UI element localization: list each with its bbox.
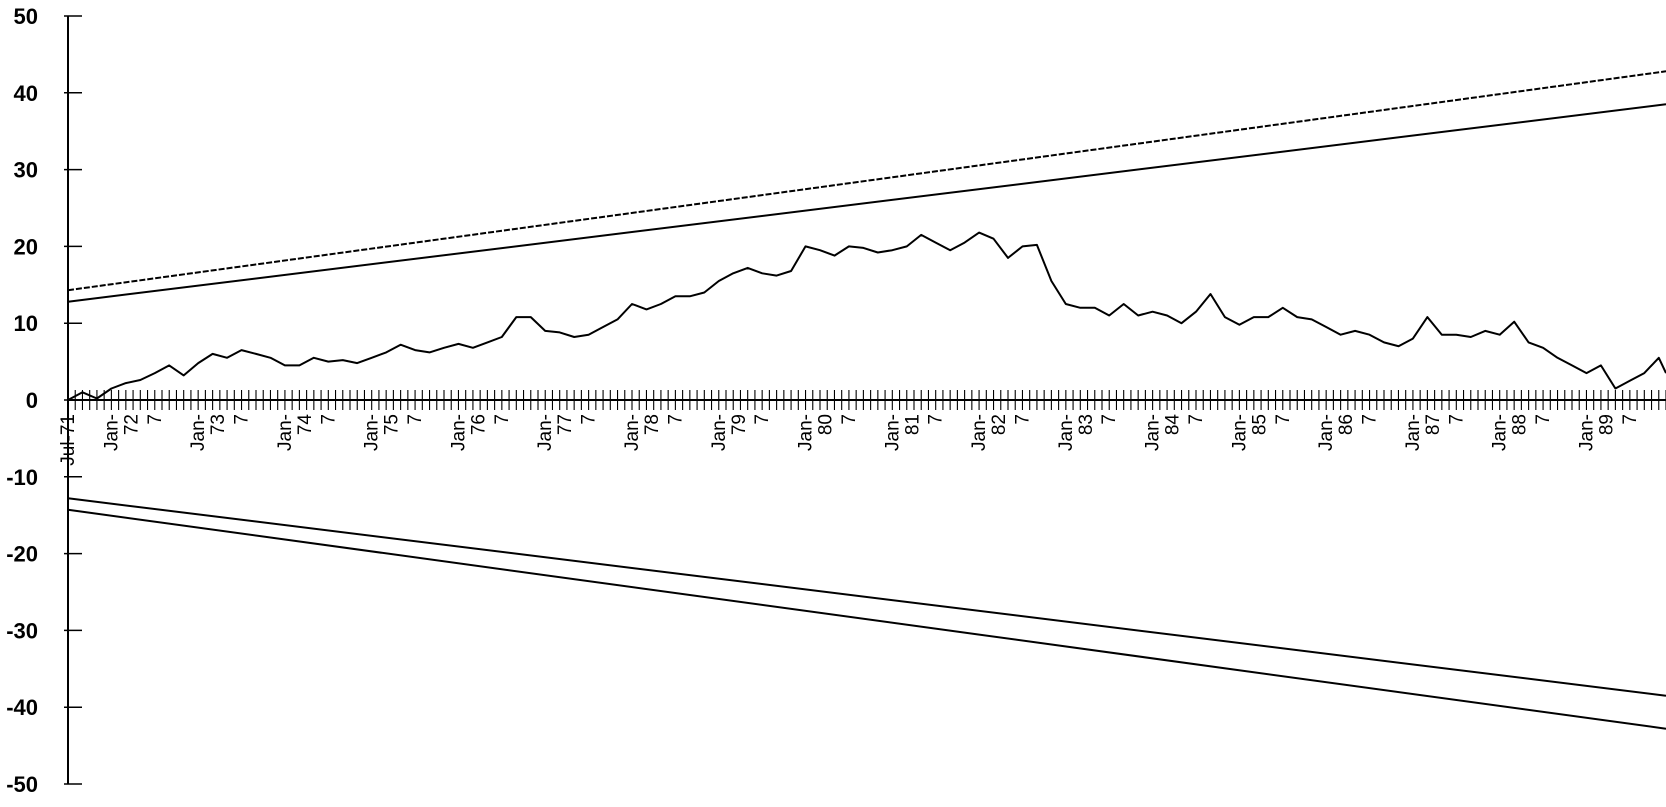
axes-layer (64, 15, 1666, 785)
y-tick-label: 50 (14, 4, 38, 29)
x-tick-label-year: 72 (121, 414, 142, 435)
x-tick-label: 7 (579, 414, 600, 425)
y-tick-label: -50 (6, 772, 38, 797)
x-tick-label: 7 (1273, 414, 1294, 425)
x-tick-label: Jul-71 (58, 414, 79, 466)
x-tick-label: 7 (1446, 414, 1467, 425)
x-tick-label-year: 78 (642, 414, 663, 435)
x-tick-label-year: 82 (989, 414, 1010, 435)
x-tick-label: Jan- (101, 414, 122, 451)
x-tick-label: Jan- (1056, 414, 1077, 451)
x-tick-label-year: 74 (295, 414, 316, 436)
x-tick-label: Jan- (1576, 414, 1597, 451)
x-tick-label: 7 (492, 414, 513, 425)
x-tick-label-year: 83 (1076, 414, 1097, 435)
y-tick-label: -40 (6, 695, 38, 720)
y-tick-label: 40 (14, 81, 38, 106)
x-tick-label: Jan- (535, 414, 556, 451)
x-tick-label: Jan- (275, 414, 296, 451)
x-tick-label-year: 89 (1596, 414, 1617, 435)
x-tick-label: Jan- (882, 414, 903, 451)
x-tick-label-year: 85 (1249, 414, 1270, 435)
x-tick-label: Jan- (969, 414, 990, 451)
x-tick-label-year: 87 (1423, 414, 1444, 435)
x-tick-label: 7 (839, 414, 860, 425)
x-tick-label: 7 (145, 414, 166, 425)
x-tick-label-year: 80 (816, 414, 837, 435)
x-tick-label: 7 (1012, 414, 1033, 425)
series-line-3 (67, 103, 1666, 303)
x-tick-label: Jan- (1490, 414, 1511, 451)
x-tick-label-year: 73 (208, 414, 229, 435)
x-tick-label: 7 (752, 414, 773, 425)
x-tick-label-year: 86 (1336, 414, 1357, 435)
y-tick-labels: 50 40 30 20 10 0 -10 -20 -30 -40 -50 (6, 4, 38, 797)
y-tick-label: 30 (14, 158, 38, 183)
series-line-2 (67, 70, 1666, 292)
x-tick-label: 7 (1099, 414, 1120, 425)
x-tick-label-year: 75 (382, 414, 403, 435)
x-tick-label-year: 84 (1163, 414, 1184, 436)
y-tick-label: 20 (14, 234, 38, 259)
y-tick-label: -20 (6, 542, 38, 567)
x-tick-label-year: 81 (902, 414, 923, 435)
series-layer (67, 70, 1666, 730)
y-tick-label: 0 (26, 388, 38, 413)
x-tick-label-year: 79 (729, 414, 750, 435)
y-tick-label: -10 (6, 465, 38, 490)
x-tick-label: Jan- (1229, 414, 1250, 451)
x-tick-label: 7 (1186, 414, 1207, 425)
x-tick-label: 7 (232, 414, 253, 425)
x-tick-label: 7 (1620, 414, 1641, 425)
x-tick-label: Jan- (1403, 414, 1424, 451)
x-tick-label: Jan- (448, 414, 469, 451)
series-line-5 (67, 508, 1666, 730)
x-tick-label: 7 (1533, 414, 1554, 425)
x-tick-labels: Jul-71 Jan- 72 7 Jan- 73 7 Jan- 74 7 Jan- 75 7 Jan- 76… (58, 414, 1641, 466)
x-tick-label: Jan- (1143, 414, 1164, 451)
x-tick-label: Jan- (622, 414, 643, 451)
x-tick-label: 7 (926, 414, 947, 425)
series-line-4 (67, 497, 1666, 697)
x-tick-label: Jan- (188, 414, 209, 451)
x-tick-label: 7 (1360, 414, 1381, 425)
x-tick-label: 7 (405, 414, 426, 425)
x-tick-label: Jan- (1316, 414, 1337, 451)
series-line-1 (67, 231, 1666, 401)
x-tick-label: Jan- (362, 414, 383, 451)
x-tick-label-year: 77 (555, 414, 576, 435)
x-tick-label: 7 (318, 414, 339, 425)
x-tick-label-year: 88 (1510, 414, 1531, 435)
y-tick-label: 10 (14, 311, 38, 336)
x-tick-label: Jan- (709, 414, 730, 451)
y-tick-label: -30 (6, 618, 38, 643)
x-tick-label: 7 (665, 414, 686, 425)
x-tick-label: Jan- (796, 414, 817, 451)
x-tick-label-year: 76 (468, 414, 489, 435)
